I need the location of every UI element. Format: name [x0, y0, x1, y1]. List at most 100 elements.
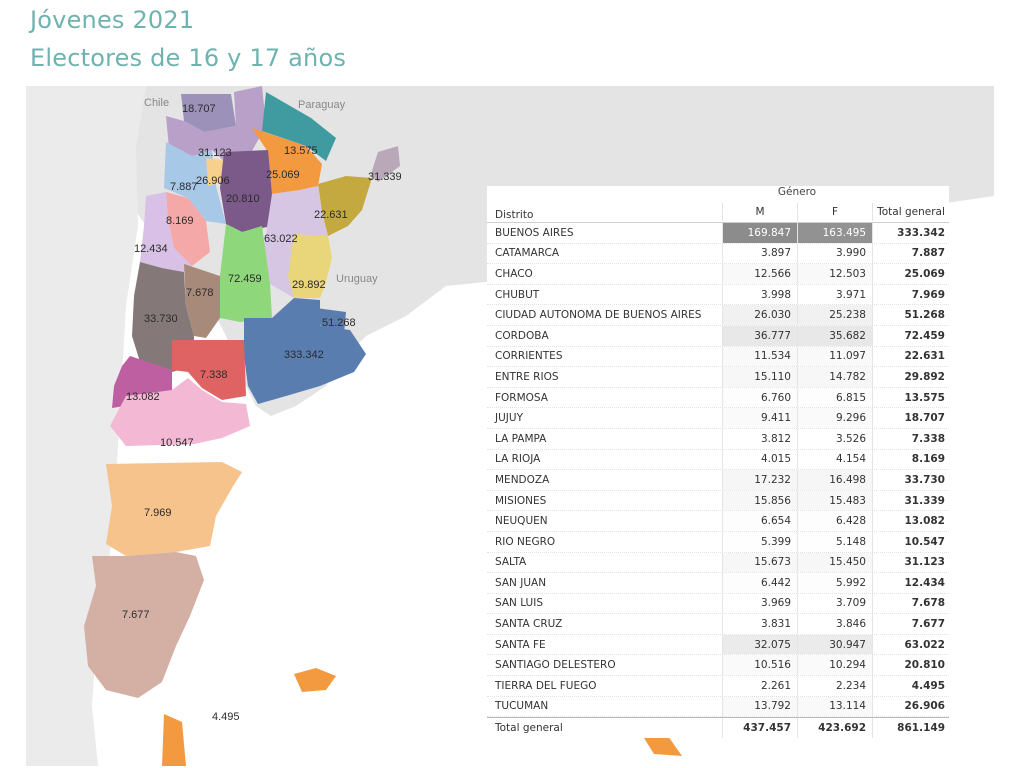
cell-f: 163.495	[797, 223, 872, 243]
map-label-chaco: 25.069	[266, 169, 300, 181]
table-row[interactable]: CORDOBA 36.777 35.682 72.459	[487, 325, 949, 347]
cell-total: 10.547	[872, 531, 949, 552]
table-row[interactable]: FORMOSA 6.760 6.815 13.575	[487, 387, 949, 409]
cell-f: 3.846	[797, 614, 872, 634]
table-row[interactable]: SAN JUAN 6.442 5.992 12.434	[487, 573, 949, 594]
cell-total: 7.678	[872, 593, 949, 614]
map-label-la-pampa: 7.338	[200, 369, 228, 381]
cell-distrito: SAN LUIS	[495, 597, 544, 610]
table-row[interactable]: CHACO 12.566 12.503 25.069	[487, 264, 949, 285]
cell-f: 4.154	[797, 449, 872, 470]
table-row[interactable]: MENDOZA 17.232 16.498 33.730	[487, 470, 949, 491]
province-rio-negro[interactable]	[110, 378, 250, 446]
province-cordoba[interactable]	[220, 224, 272, 322]
map-label-san-luis: 7.678	[186, 287, 214, 299]
cell-m: 5.399	[722, 531, 797, 552]
province-buenos-aires[interactable]	[244, 298, 366, 404]
province-la-rioja[interactable]	[166, 192, 210, 266]
cell-distrito: CORRIENTES	[495, 350, 563, 363]
island-south	[644, 736, 682, 756]
table-row[interactable]: TUCUMAN 13.792 13.114 26.906	[487, 696, 949, 718]
cell-f: 35.682	[797, 325, 872, 346]
cell-f: 6.428	[797, 511, 872, 531]
cell-m: 15.110	[722, 367, 797, 387]
total-general: 861.149	[872, 718, 949, 738]
table-row[interactable]: CHUBUT 3.998 3.971 7.969	[487, 284, 949, 306]
cell-distrito: MENDOZA	[495, 473, 550, 486]
table-row[interactable]: BUENOS AIRES 169.847 163.495 333.342	[487, 223, 949, 244]
map-label-caba: 51.268	[322, 317, 356, 329]
province-jujuy[interactable]	[181, 94, 236, 132]
province-misiones[interactable]	[371, 146, 400, 182]
table-row[interactable]: SALTA 15.673 15.450 31.123	[487, 552, 949, 574]
province-corrientes[interactable]	[318, 176, 372, 236]
province-formosa[interactable]	[262, 92, 336, 161]
province-salta[interactable]	[166, 86, 266, 161]
cell-total: 4.495	[872, 676, 949, 696]
cell-m: 32.075	[722, 634, 797, 655]
table-row[interactable]: CIUDAD AUTONOMA DE BUENOS AIRES 26.030 25.…	[487, 305, 949, 326]
header-total[interactable]: Total general	[872, 203, 949, 221]
cell-f: 3.971	[797, 284, 872, 305]
total-label: Total general	[495, 722, 563, 735]
cell-m: 9.411	[722, 408, 797, 428]
cell-distrito: CIUDAD AUTONOMA DE BUENOS AIRES	[495, 309, 702, 322]
table-row[interactable]: TIERRA DEL FUEGO 2.261 2.234 4.495	[487, 676, 949, 697]
cell-total: 18.707	[872, 408, 949, 428]
province-san-luis[interactable]	[184, 264, 220, 338]
map-label-santa-fe: 63.022	[264, 233, 298, 245]
province-chaco[interactable]	[252, 128, 322, 194]
cell-f: 5.148	[797, 531, 872, 552]
table-row[interactable]: JUJUY 9.411 9.296 18.707	[487, 408, 949, 429]
cell-m: 2.261	[722, 676, 797, 696]
province-tucuman[interactable]	[206, 158, 224, 186]
chile-land	[26, 86, 146, 766]
cell-m: 36.777	[722, 325, 797, 346]
province-la-pampa[interactable]	[172, 340, 246, 400]
table-row[interactable]: RIO NEGRO 5.399 5.148 10.547	[487, 531, 949, 553]
table-row[interactable]: MISIONES 15.856 15.483 31.339	[487, 490, 949, 512]
table-row[interactable]: LA PAMPA 3.812 3.526 7.338	[487, 428, 949, 450]
table-row[interactable]: LA RIOJA 4.015 4.154 8.169	[487, 449, 949, 471]
cell-f: 5.992	[797, 573, 872, 593]
header-m[interactable]: M	[722, 203, 797, 221]
label-chile: Chile	[144, 97, 169, 109]
cell-m: 13.792	[722, 696, 797, 717]
cell-distrito: LA RIOJA	[495, 453, 541, 466]
cell-m: 17.232	[722, 470, 797, 490]
map-label-san-juan: 12.434	[134, 243, 168, 255]
province-tierra-del-fuego[interactable]	[162, 714, 186, 766]
table-row[interactable]: SANTA CRUZ 3.831 3.846 7.677	[487, 614, 949, 635]
total-m: 437.457	[722, 718, 797, 738]
table-row[interactable]: CORRIENTES 11.534 11.097 22.631	[487, 346, 949, 368]
cell-total: 31.339	[872, 490, 949, 511]
table-row[interactable]: CATAMARCA 3.897 3.990 7.887	[487, 243, 949, 265]
cell-total: 20.810	[872, 655, 949, 676]
table-row[interactable]: NEUQUEN 6.654 6.428 13.082	[487, 511, 949, 532]
cell-distrito: TUCUMAN	[495, 700, 549, 713]
cell-distrito: SANTA CRUZ	[495, 618, 563, 631]
province-chubut[interactable]	[106, 462, 242, 556]
map-label-santa-cruz: 7.677	[122, 609, 150, 621]
table-row[interactable]: SANTA FE 32.075 30.947 63.022	[487, 634, 949, 656]
cell-distrito: ENTRE RIOS	[495, 370, 559, 383]
header-f[interactable]: F	[797, 203, 872, 221]
province-santiago[interactable]	[220, 150, 272, 232]
table-row[interactable]: ENTRE RIOS 15.110 14.782 29.892	[487, 367, 949, 388]
cell-total: 7.887	[872, 243, 949, 264]
table-row[interactable]: SAN LUIS 3.969 3.709 7.678	[487, 593, 949, 615]
province-san-juan[interactable]	[140, 192, 192, 272]
header-distrito[interactable]: Distrito	[495, 209, 534, 221]
cell-f: 16.498	[797, 470, 872, 490]
cell-distrito: CORDOBA	[495, 329, 549, 342]
cell-distrito: SAN JUAN	[495, 576, 547, 589]
page-subtitle: Electores de 16 y 17 años	[30, 44, 347, 72]
cell-m: 3.812	[722, 428, 797, 449]
cell-total: 333.342	[872, 223, 949, 243]
province-entre-rios[interactable]	[288, 234, 332, 298]
table-row[interactable]: SANTIAGO DELESTERO 10.516 10.294 20.810	[487, 655, 949, 677]
cell-total: 31.123	[872, 552, 949, 573]
province-santa-cruz[interactable]	[84, 552, 204, 698]
cell-m: 26.030	[722, 305, 797, 325]
cell-f: 12.503	[797, 264, 872, 284]
